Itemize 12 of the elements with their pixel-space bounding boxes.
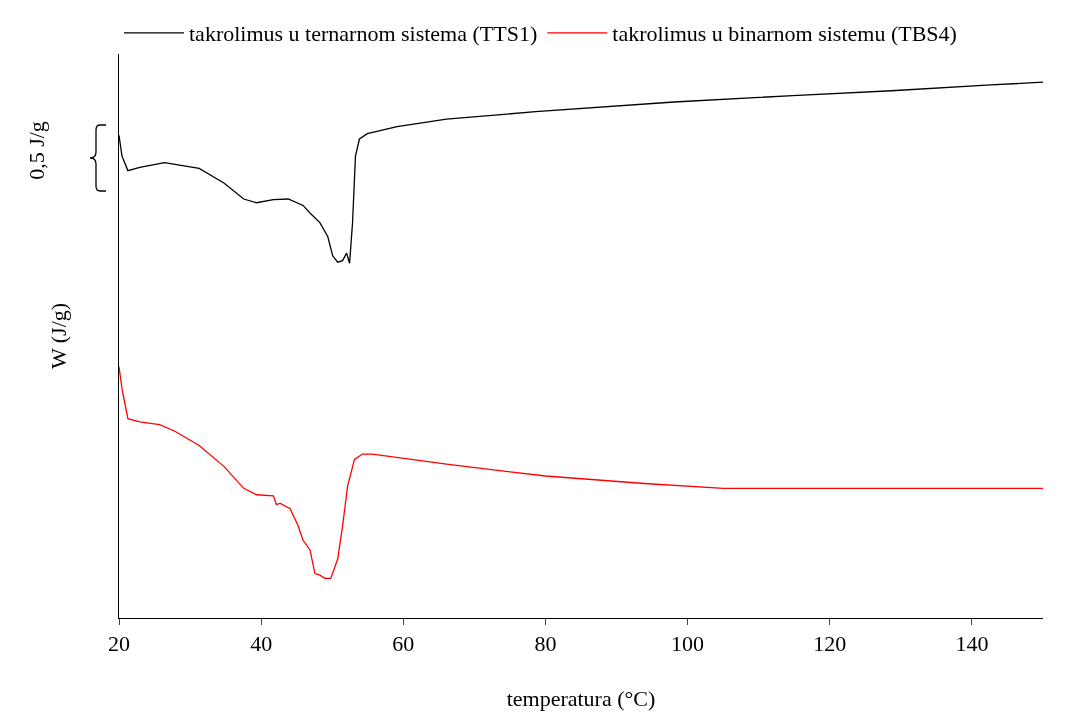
x-tick-label: 20 xyxy=(108,631,130,657)
y-axis-title: W (J/g) xyxy=(45,302,71,370)
x-tick-label: 100 xyxy=(671,631,705,657)
x-tick-label: 60 xyxy=(392,631,415,657)
legend-label: takrolimus u binarnom sistemu (TBS4) xyxy=(612,21,957,47)
x-axis-title: temperatura (°C) xyxy=(506,686,656,712)
legend-label: takrolimus u ternarnom sistema (TTS1) xyxy=(189,21,538,47)
x-tick-label: 120 xyxy=(813,631,847,657)
x-tick-label: 40 xyxy=(250,631,273,657)
text: 0,5 J/g xyxy=(24,121,50,180)
x-tick-label: 80 xyxy=(534,631,557,657)
x-tick-label: 140 xyxy=(955,631,989,657)
